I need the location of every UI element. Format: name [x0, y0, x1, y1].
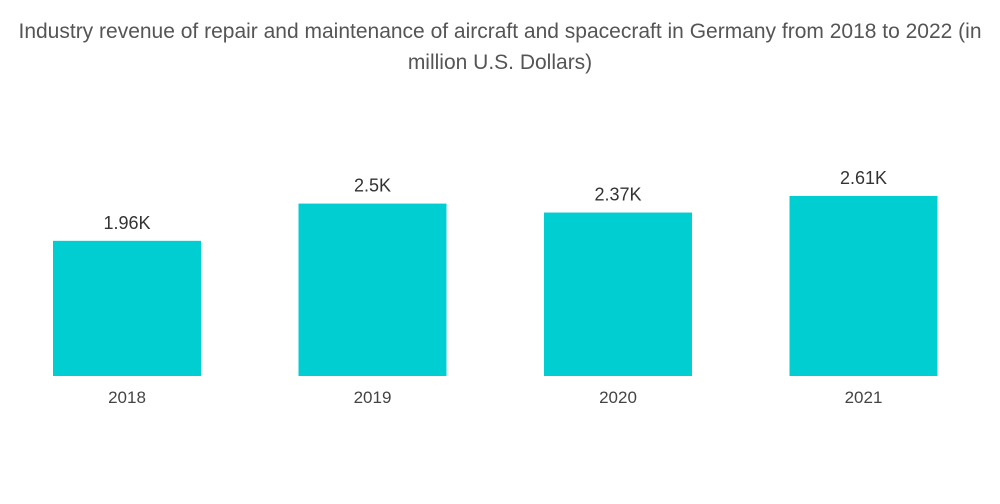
bar-2019: [298, 203, 447, 376]
bar-2020: [544, 212, 692, 376]
bar-2021: [789, 196, 938, 376]
x-axis-ticks: 2018 2019 2020 2021: [108, 388, 882, 407]
x-tick-2020: 2020: [599, 388, 637, 407]
x-tick-2021: 2021: [845, 388, 883, 407]
labels-layer: 1.96K 2.5K 2.37K 2.61K: [103, 168, 887, 233]
chart-title: Industry revenue of repair and maintenan…: [18, 20, 982, 74]
bar-2018: [53, 240, 201, 376]
data-label-2020: 2.37K: [594, 185, 641, 205]
bars-layer: [53, 196, 938, 376]
x-tick-2019: 2019: [354, 388, 392, 407]
data-label-2021: 2.61K: [840, 168, 887, 188]
data-label-2019: 2.5K: [354, 176, 391, 196]
x-tick-2018: 2018: [108, 388, 146, 407]
data-label-2018: 1.96K: [103, 213, 150, 233]
